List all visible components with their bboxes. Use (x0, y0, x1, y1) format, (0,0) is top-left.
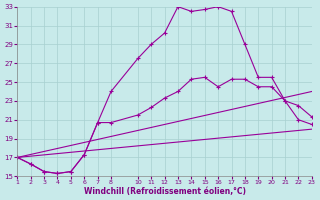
X-axis label: Windchill (Refroidissement éolien,°C): Windchill (Refroidissement éolien,°C) (84, 187, 245, 196)
